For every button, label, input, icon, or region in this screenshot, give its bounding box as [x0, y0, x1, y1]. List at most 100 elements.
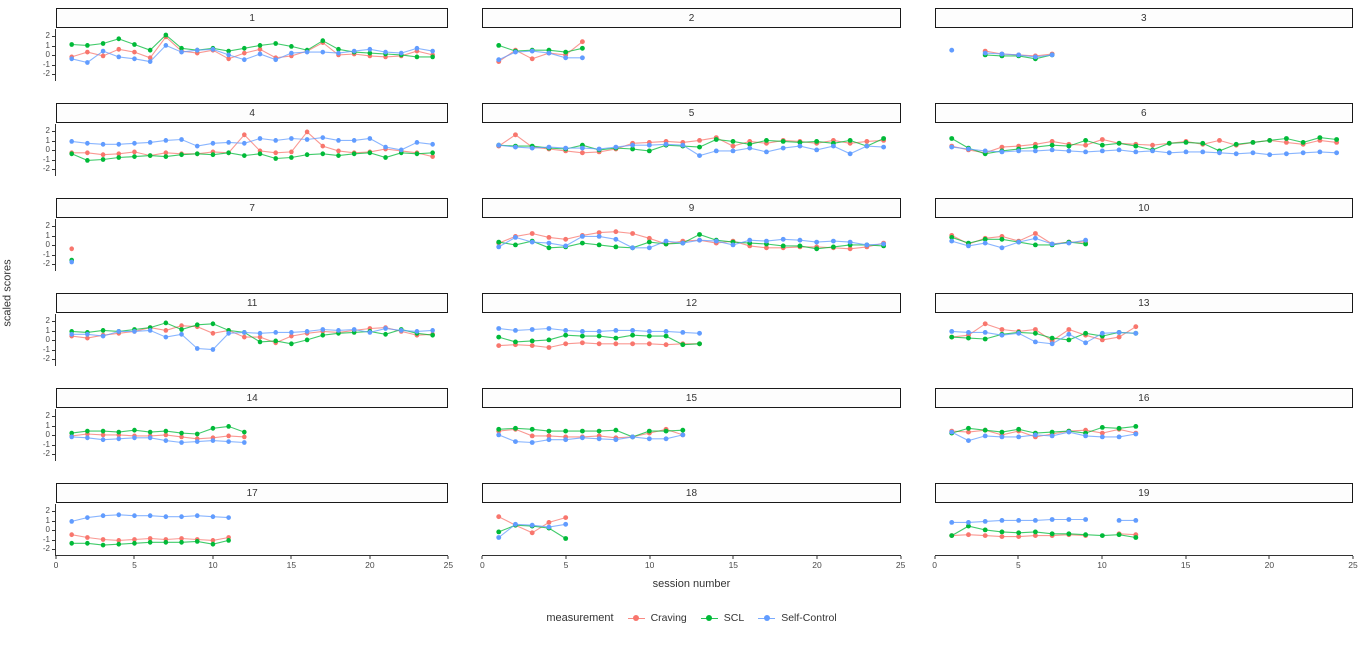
facet-plot-area — [496, 326, 703, 350]
x-tick-mark — [934, 556, 936, 559]
y-tick-label: 0 — [45, 525, 50, 534]
x-axis-title: session number — [652, 578, 731, 590]
y-tick-label: 0 — [45, 430, 50, 439]
series-scl — [948, 523, 1138, 540]
x-axis: 0 5 10 15 20 25 — [479, 555, 905, 572]
facet-strip-label: 18 — [482, 483, 901, 503]
y-tick-label: 1 — [45, 515, 50, 525]
y-tick-mark — [52, 330, 55, 332]
x-tick-label: 10 — [208, 560, 218, 570]
facet-cell-6: 6 — [934, 103, 1353, 176]
x-tick-label: 0 — [479, 560, 485, 570]
facet-strip-label: 19 — [934, 483, 1353, 503]
y-axis: 2 1 0 -1 -2 — [30, 124, 56, 176]
y-tick-label: 0 — [45, 335, 50, 344]
y-tick-mark — [52, 159, 55, 161]
y-tick-label: -2 — [42, 449, 50, 458]
series-scl — [496, 43, 586, 55]
series-self-control — [69, 434, 247, 445]
legend-label-scl: SCL — [723, 612, 745, 624]
y-tick-label: -2 — [42, 69, 50, 78]
facet-plot-area — [948, 517, 1138, 540]
facet-cell-14: 2 1 0 -1 -2 14 — [30, 388, 449, 461]
facet-strip-label: 11 — [56, 293, 449, 313]
y-tick-label: 1 — [45, 325, 50, 335]
y-tick-label: 1 — [45, 40, 50, 50]
legend: measurement Craving SCL Self-Control — [30, 612, 1353, 624]
y-tick-mark — [52, 74, 55, 75]
y-axis: 2 1 0 -1 -2 — [30, 314, 56, 366]
series-scl — [496, 332, 703, 348]
facet-plot-area — [69, 424, 247, 445]
y-tick-mark — [52, 36, 55, 37]
series-self-control — [496, 234, 887, 251]
x-tick-mark — [55, 556, 57, 559]
y-axis-title: scaled scores — [2, 259, 15, 327]
series-self-control — [496, 141, 887, 158]
facet-strip-label: 13 — [934, 293, 1353, 313]
series-craving — [496, 132, 887, 156]
facet-panel-7: 7 — [56, 198, 449, 271]
y-tick-mark — [52, 520, 55, 522]
facet-cell-4: 2 1 0 -1 -2 4 — [30, 103, 449, 176]
x-tick-mark — [212, 556, 214, 559]
facet-plot-area — [496, 132, 887, 158]
y-axis: 2 1 0 -1 -2 — [30, 219, 56, 271]
series-scl — [69, 424, 247, 437]
x-tick-mark — [1352, 556, 1354, 559]
series-scl — [948, 135, 1339, 157]
x-tick-label: 25 — [895, 560, 906, 570]
x-tick-mark — [133, 556, 135, 559]
facet-strip-label: 3 — [934, 8, 1353, 28]
series-self-control — [496, 521, 569, 540]
y-tick-mark — [52, 150, 55, 151]
legend-item-self-control: Self-Control — [758, 612, 837, 624]
x-tick-mark — [1185, 556, 1187, 559]
x-tick-mark — [816, 556, 818, 559]
y-tick-mark — [52, 226, 55, 227]
facet-panel-12: 12 — [482, 293, 901, 366]
y-tick-label: -1 — [42, 344, 50, 354]
y-tick-mark — [52, 511, 55, 512]
facet-cell-19: 19 0 5 10 15 20 25 — [932, 483, 1358, 572]
series-scl — [948, 330, 1138, 343]
x-axis: 0 5 10 15 20 25 — [53, 555, 453, 572]
facet-panel-11: 11 — [56, 293, 449, 366]
facet-plot-area — [496, 425, 686, 445]
facet-panel-18: 18 0 5 10 15 20 25 — [479, 483, 905, 572]
self-control-key-icon — [758, 614, 776, 622]
facet-plot-area — [496, 514, 569, 541]
x-tick-mark — [290, 556, 292, 559]
facet-cell-5: 5 — [482, 103, 901, 176]
y-tick-mark — [52, 45, 55, 47]
facet-cell-13: 13 — [934, 293, 1353, 366]
legend-label-self-control: Self-Control — [781, 612, 837, 624]
y-tick-label: 2 — [45, 31, 50, 40]
x-tick-label: 20 — [1264, 560, 1275, 570]
x-tick-label: 25 — [1348, 560, 1358, 570]
y-tick-mark — [52, 254, 55, 256]
x-tick-label: 0 — [53, 560, 59, 570]
facet-strip-label: 6 — [934, 103, 1353, 123]
facet-panel-5: 5 — [482, 103, 901, 176]
x-tick-label: 15 — [728, 560, 739, 570]
y-tick-mark — [52, 131, 55, 132]
series-self-control — [496, 48, 586, 63]
x-tick-label: 20 — [812, 560, 822, 570]
x-tick-label: 5 — [132, 560, 137, 570]
facet-plot-area — [69, 320, 435, 352]
facet-cell-3: 3 — [934, 8, 1353, 81]
y-tick-mark — [52, 64, 55, 66]
facet-panel-2: 2 — [482, 8, 901, 81]
y-tick-mark — [52, 140, 55, 142]
facet-plot-area — [69, 129, 435, 163]
facet-cell-7: 2 1 0 -1 -2 7 — [30, 198, 449, 271]
x-tick-mark — [369, 556, 371, 559]
y-tick-mark — [52, 435, 55, 436]
y-tick-mark — [52, 444, 55, 446]
series-self-control — [948, 329, 1138, 347]
series-scl — [948, 424, 1138, 436]
y-tick-label: 2 — [45, 126, 50, 135]
x-tick-mark — [565, 556, 567, 559]
x-tick-mark — [649, 556, 651, 559]
